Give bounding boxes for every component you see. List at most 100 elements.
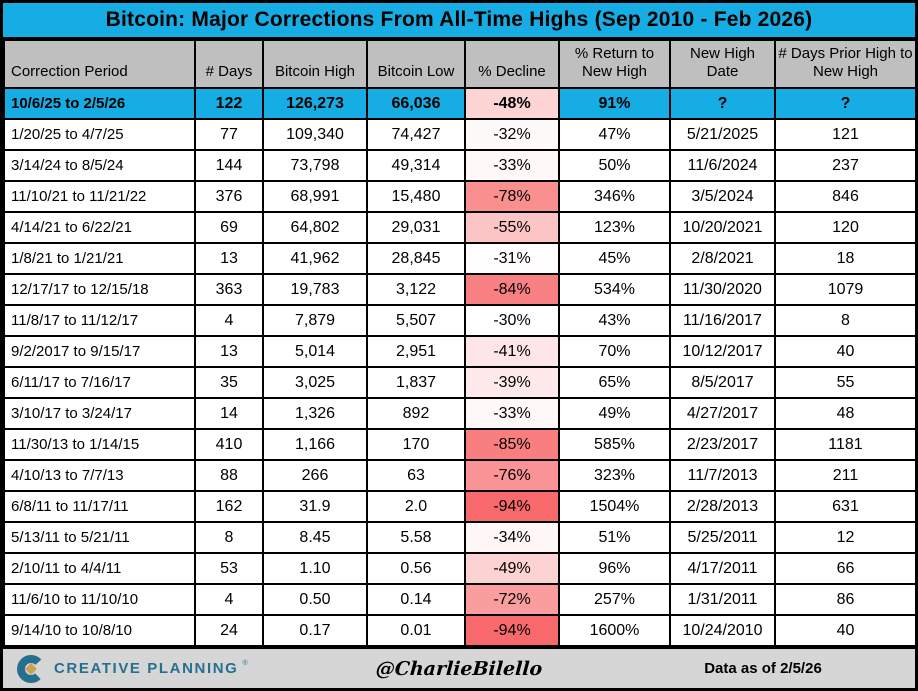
cell-days-prior-high: 237 — [774, 149, 917, 182]
cell-bitcoin-low: 5.58 — [366, 521, 466, 554]
cell-new-high-date: 11/7/2013 — [669, 459, 776, 492]
cell-percent-decline: -76% — [464, 459, 560, 492]
cell-new-high-date: 1/31/2011 — [669, 583, 776, 616]
cell-days-prior-high: 8 — [774, 304, 917, 337]
table-row: 11/8/17 to 11/12/17 4 7,879 5,507 -30% 43% 11/… — [3, 304, 917, 337]
cell-percent-decline: -33% — [464, 397, 560, 430]
cell-bitcoin-low: 1,837 — [366, 366, 466, 399]
cell-percent-decline: -31% — [464, 242, 560, 275]
cell-bitcoin-low: 15,480 — [366, 180, 466, 213]
column-header-bitcoin-low: Bitcoin Low — [366, 39, 466, 89]
cell-percent-decline: -30% — [464, 304, 560, 337]
cell-bitcoin-high: 1,326 — [262, 397, 368, 430]
cell-days-prior-high: 631 — [774, 490, 917, 523]
title-bar: Bitcoin: Major Corrections From All-Time… — [3, 3, 915, 39]
cell-percent-decline: -48% — [464, 87, 560, 120]
cell-bitcoin-high: 8.45 — [262, 521, 368, 554]
cell-num-days: 24 — [194, 614, 264, 647]
cell-bitcoin-low: 49,314 — [366, 149, 466, 182]
chart-title: Bitcoin: Major Corrections From All-Time… — [105, 8, 813, 31]
cell-bitcoin-low: 2.0 — [366, 490, 466, 523]
cell-return-to-new-high: 43% — [558, 304, 671, 337]
cell-new-high-date: 10/24/2010 — [669, 614, 776, 647]
cell-new-high-date: 2/23/2017 — [669, 428, 776, 461]
cell-percent-decline: -32% — [464, 118, 560, 151]
column-header-num-days: # Days — [194, 39, 264, 89]
cell-num-days: 162 — [194, 490, 264, 523]
cell-bitcoin-low: 3,122 — [366, 273, 466, 306]
cell-new-high-date: 11/6/2024 — [669, 149, 776, 182]
cell-return-to-new-high: 1600% — [558, 614, 671, 647]
table-row: 10/6/25 to 2/5/26 122 126,273 66,036 -48% 91%… — [3, 87, 917, 120]
cell-bitcoin-low: 0.14 — [366, 583, 466, 616]
cell-num-days: 88 — [194, 459, 264, 492]
cell-num-days: 13 — [194, 335, 264, 368]
cell-percent-decline: -34% — [464, 521, 560, 554]
footer-bar: CREATIVE PLANNING ® @CharlieBilello Data … — [3, 647, 915, 688]
cell-correction-period: 5/13/11 to 5/21/11 — [3, 521, 196, 554]
table-row: 6/8/11 to 11/17/11 162 31.9 2.0 -94% 1504% 2/2… — [3, 490, 917, 523]
corrections-table: Correction Period # Days Bitcoin High Bitco… — [3, 39, 917, 647]
cell-bitcoin-high: 3,025 — [262, 366, 368, 399]
cell-return-to-new-high: 1504% — [558, 490, 671, 523]
cell-num-days: 13 — [194, 242, 264, 275]
cell-num-days: 77 — [194, 118, 264, 151]
cell-new-high-date: 5/21/2025 — [669, 118, 776, 151]
cell-return-to-new-high: 346% — [558, 180, 671, 213]
cell-new-high-date: 8/5/2017 — [669, 366, 776, 399]
header-row: Correction Period # Days Bitcoin High Bitco… — [3, 39, 917, 89]
cell-bitcoin-high: 5,014 — [262, 335, 368, 368]
cell-num-days: 14 — [194, 397, 264, 430]
cell-percent-decline: -55% — [464, 211, 560, 244]
cell-correction-period: 2/10/11 to 4/4/11 — [3, 552, 196, 585]
cell-days-prior-high: 40 — [774, 614, 917, 647]
cell-num-days: 376 — [194, 180, 264, 213]
cell-correction-period: 10/6/25 to 2/5/26 — [3, 87, 196, 120]
cell-num-days: 4 — [194, 583, 264, 616]
cell-bitcoin-low: 29,031 — [366, 211, 466, 244]
cell-num-days: 4 — [194, 304, 264, 337]
cell-correction-period: 3/10/17 to 3/24/17 — [3, 397, 196, 430]
cell-return-to-new-high: 65% — [558, 366, 671, 399]
cell-bitcoin-high: 31.9 — [262, 490, 368, 523]
table-row: 11/10/21 to 11/21/22 376 68,991 15,480 -78% 3… — [3, 180, 917, 213]
cell-num-days: 363 — [194, 273, 264, 306]
cell-bitcoin-high: 0.50 — [262, 583, 368, 616]
cell-percent-decline: -78% — [464, 180, 560, 213]
cell-new-high-date: 4/17/2011 — [669, 552, 776, 585]
cell-percent-decline: -85% — [464, 428, 560, 461]
cell-days-prior-high: 1079 — [774, 273, 917, 306]
cell-new-high-date: 11/30/2020 — [669, 273, 776, 306]
cell-return-to-new-high: 49% — [558, 397, 671, 430]
cell-days-prior-high: ? — [774, 87, 917, 120]
cell-return-to-new-high: 323% — [558, 459, 671, 492]
column-header-new-high-date: New High Date — [669, 39, 776, 89]
cell-new-high-date: 10/12/2017 — [669, 335, 776, 368]
cell-num-days: 69 — [194, 211, 264, 244]
cell-correction-period: 1/8/21 to 1/21/21 — [3, 242, 196, 275]
cell-num-days: 122 — [194, 87, 264, 120]
table-row: 3/14/24 to 8/5/24 144 73,798 49,314 -33% 50% 1… — [3, 149, 917, 182]
cell-days-prior-high: 48 — [774, 397, 917, 430]
cell-bitcoin-high: 0.17 — [262, 614, 368, 647]
cell-days-prior-high: 846 — [774, 180, 917, 213]
cell-new-high-date: 5/25/2011 — [669, 521, 776, 554]
cell-bitcoin-high: 1.10 — [262, 552, 368, 585]
cell-bitcoin-low: 2,951 — [366, 335, 466, 368]
cell-days-prior-high: 55 — [774, 366, 917, 399]
table-header: Correction Period # Days Bitcoin High Bitco… — [3, 39, 917, 89]
creative-planning-logo: CREATIVE PLANNING ® — [3, 654, 307, 684]
cell-bitcoin-low: 66,036 — [366, 87, 466, 120]
cell-days-prior-high: 12 — [774, 521, 917, 554]
cell-days-prior-high: 18 — [774, 242, 917, 275]
cell-return-to-new-high: 50% — [558, 149, 671, 182]
cell-bitcoin-low: 0.56 — [366, 552, 466, 585]
cell-days-prior-high: 66 — [774, 552, 917, 585]
cell-percent-decline: -39% — [464, 366, 560, 399]
cell-correction-period: 11/30/13 to 1/14/15 — [3, 428, 196, 461]
column-header-days-prior-high: # Days Prior High to New High — [774, 39, 917, 89]
cell-return-to-new-high: 45% — [558, 242, 671, 275]
cell-bitcoin-low: 170 — [366, 428, 466, 461]
cell-correction-period: 11/10/21 to 11/21/22 — [3, 180, 196, 213]
cell-correction-period: 6/11/17 to 7/16/17 — [3, 366, 196, 399]
